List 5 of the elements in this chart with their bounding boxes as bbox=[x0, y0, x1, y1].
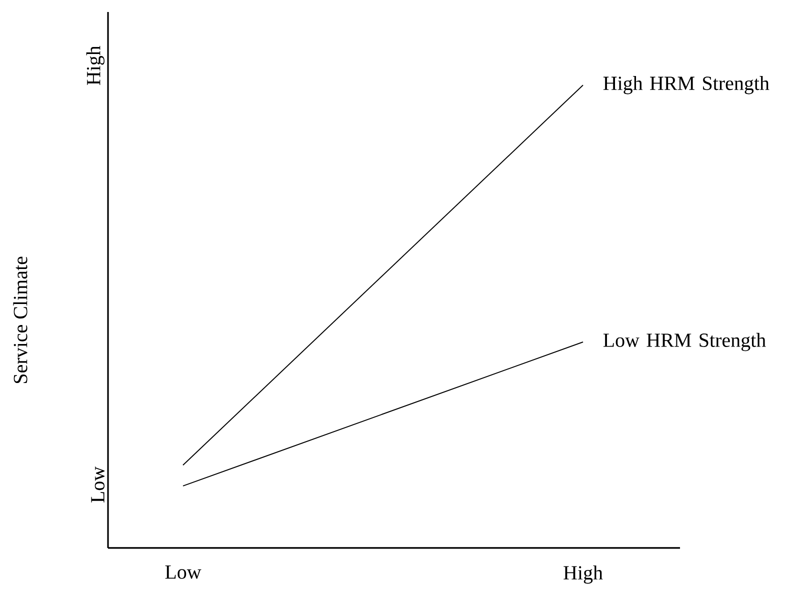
text: High bbox=[86, 46, 104, 86]
y-axis-title: Service Climate bbox=[13, 256, 28, 383]
text: Low bbox=[91, 466, 104, 502]
series-label: High HRM Strength bbox=[603, 76, 770, 94]
series-label: Low HRM Strength bbox=[603, 332, 766, 352]
